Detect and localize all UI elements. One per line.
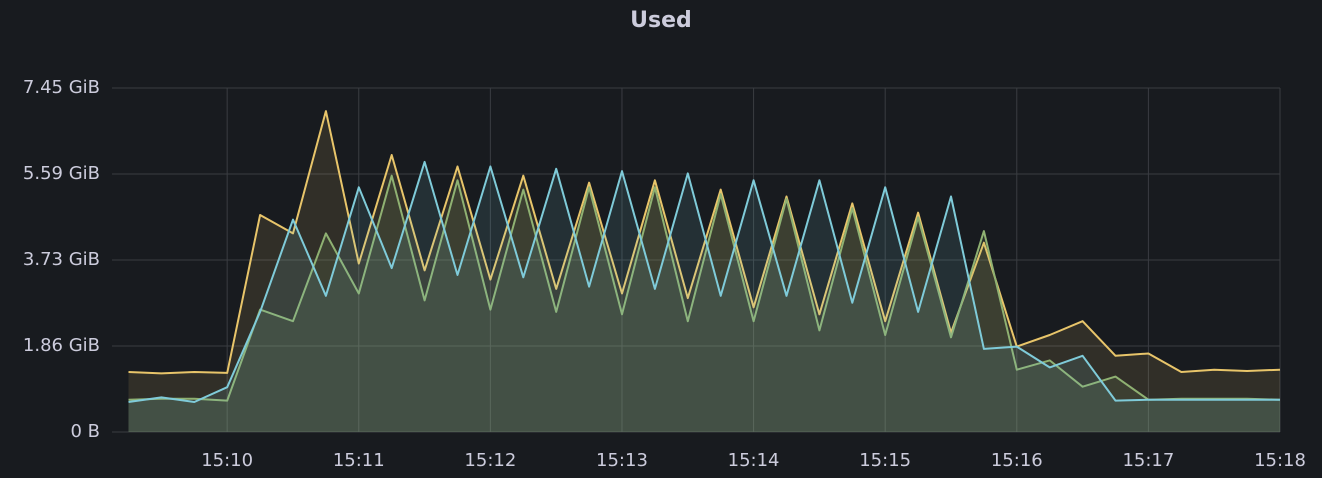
y-tick-label: 1.86 GiB — [23, 335, 100, 356]
y-tick-label: 7.45 GiB — [23, 77, 100, 98]
y-tick-label: 5.59 GiB — [23, 163, 100, 184]
series-line — [128, 174, 1281, 402]
x-tick-label: 15:16 — [991, 450, 1043, 471]
series-area — [128, 111, 1280, 432]
x-tick-label: 15:11 — [333, 450, 385, 471]
x-tick-label: 15:13 — [596, 450, 648, 471]
x-tick-label: 15:17 — [1122, 450, 1174, 471]
series-area — [128, 175, 1280, 432]
x-tick-label: 15:10 — [201, 450, 253, 471]
x-tick-label: 15:15 — [859, 450, 911, 471]
series-line — [128, 160, 1280, 403]
x-tick-label: 15:12 — [464, 450, 516, 471]
series-line — [128, 110, 1281, 375]
chart-title: Used — [630, 8, 692, 33]
y-tick-label: 3.73 GiB — [23, 249, 100, 270]
x-tick-label: 15:18 — [1254, 450, 1306, 471]
series-area — [128, 161, 1280, 432]
x-tick-label: 15:14 — [728, 450, 780, 471]
y-tick-label: 0 B — [70, 421, 100, 442]
